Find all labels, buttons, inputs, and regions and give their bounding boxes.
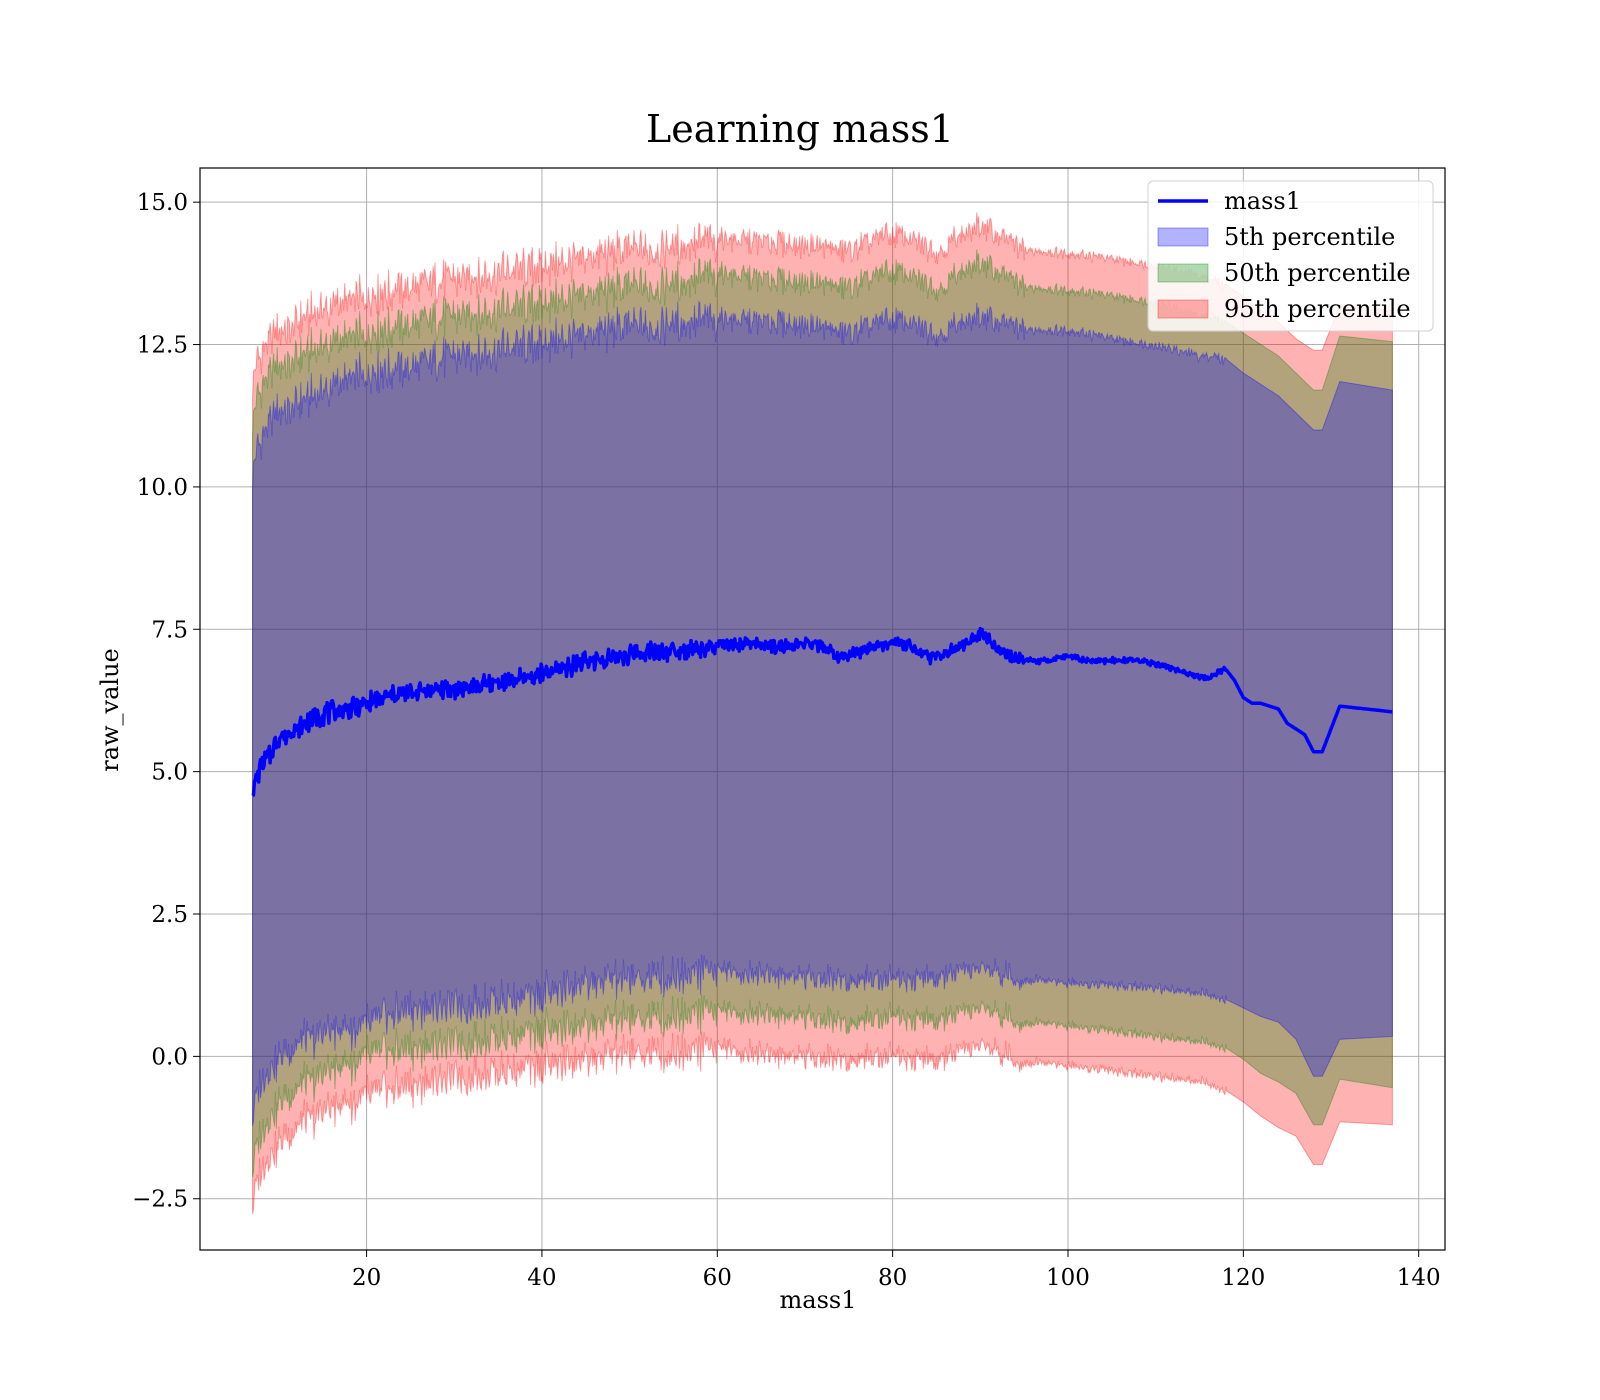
x-tick-label: 120 bbox=[1221, 1265, 1265, 1291]
legend-entry: 5th percentile bbox=[1224, 223, 1395, 251]
x-tick-label: 40 bbox=[527, 1265, 556, 1291]
legend-entry: 95th percentile bbox=[1224, 295, 1411, 323]
band-95th-percentile bbox=[252, 212, 1393, 1215]
x-axis-label: mass1 bbox=[780, 1286, 857, 1314]
x-tick-label: 60 bbox=[703, 1265, 732, 1291]
legend-swatch-3 bbox=[1157, 299, 1209, 319]
axis-ticks: 20 40 60 80 100 120 140 −2.5 0.0 2.5 5.0 7.5 10.0 12.… bbox=[132, 190, 1441, 1291]
y-tick-label: 0.0 bbox=[151, 1044, 188, 1070]
chart-title: Learning mass1 bbox=[646, 107, 954, 151]
x-tick-label: 100 bbox=[1046, 1265, 1090, 1291]
series-lines bbox=[251, 626, 1394, 798]
band-5th-percentile bbox=[252, 300, 1393, 1127]
legend-box bbox=[1147, 180, 1434, 332]
band-50th-percentile bbox=[252, 249, 1393, 1178]
x-tick-label: 80 bbox=[878, 1265, 907, 1291]
y-tick-label: −2.5 bbox=[132, 1187, 188, 1213]
legend-entry: 50th percentile bbox=[1224, 259, 1411, 287]
y-tick-label: 2.5 bbox=[151, 902, 188, 928]
legend-entry: mass1 bbox=[1224, 187, 1301, 215]
legend-swatch-2 bbox=[1157, 263, 1209, 283]
y-tick-label: 7.5 bbox=[151, 617, 188, 643]
y-tick-label: 10.0 bbox=[137, 475, 188, 501]
series-line-mass1 bbox=[251, 626, 1394, 798]
axes-frame bbox=[199, 167, 1446, 1251]
grid-lines bbox=[200, 168, 1445, 1250]
x-tick-label: 20 bbox=[352, 1265, 381, 1291]
y-tick-label: 12.5 bbox=[137, 333, 188, 359]
y-tick-label: 15.0 bbox=[137, 190, 188, 216]
legend-swatch-1 bbox=[1157, 227, 1209, 247]
percentile-bands bbox=[252, 212, 1393, 1215]
y-tick-label: 5.0 bbox=[151, 760, 188, 786]
legend: mass1 5th percentile 50th percentile 95th p… bbox=[1147, 180, 1434, 332]
y-axis-label: raw_value bbox=[96, 648, 124, 772]
x-tick-label: 140 bbox=[1397, 1265, 1441, 1291]
